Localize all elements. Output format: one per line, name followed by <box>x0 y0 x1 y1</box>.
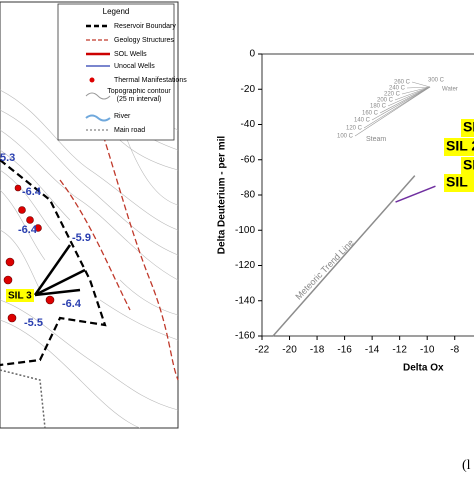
legend-item: SOL Wells <box>114 51 147 58</box>
annotation: Steam <box>366 136 386 143</box>
x-tick-label: -22 <box>255 345 270 356</box>
fan-line <box>371 86 431 121</box>
annotation: 240 C <box>389 86 406 92</box>
x-tick-label: -18 <box>310 345 325 356</box>
y-tick-label: -160 <box>235 331 255 342</box>
x-tick-label: -8 <box>450 345 459 356</box>
x-tick-label: -16 <box>337 345 352 356</box>
annotation: SIL <box>463 119 474 135</box>
y-tick-label: 0 <box>249 49 255 60</box>
legend-item: Topographic contour (25 m interval) <box>107 88 171 103</box>
map-label: -5.9 <box>72 232 91 244</box>
map-label: 5.3 <box>0 152 15 164</box>
x-tick-label: -20 <box>282 345 297 356</box>
y-tick-label: -20 <box>241 84 256 95</box>
reservoir-boundary <box>0 159 107 367</box>
unocal-wells <box>33 244 86 297</box>
annotation: 300 C <box>428 78 445 84</box>
legend-box <box>57 3 175 141</box>
fan-line <box>394 86 431 101</box>
annotation: 140 C <box>354 118 371 124</box>
y-tick-label: -100 <box>235 225 255 236</box>
label-bg <box>461 157 474 175</box>
thermal-manifestations <box>3 184 55 323</box>
fan-line <box>411 81 431 88</box>
y-tick-label: -60 <box>241 154 256 165</box>
label-bg <box>461 119 474 137</box>
legend-item: Unocal Wells <box>114 63 155 70</box>
fan-line <box>401 86 431 95</box>
x-tick-label: -14 <box>365 345 380 356</box>
annotation: 100 C <box>337 134 354 140</box>
panel-label: (l <box>462 458 471 473</box>
annotation: Meteoric Trend Line <box>293 237 355 301</box>
x-tick-label: -10 <box>420 345 435 356</box>
x-axis-title: Delta Ox <box>403 363 444 374</box>
y-tick-label: -120 <box>235 260 255 271</box>
label-bg <box>444 138 474 156</box>
annotation: 180 C <box>370 104 387 110</box>
chart: Delta Deuterium - per mil Delta Ox 0 -20 -… <box>217 49 474 374</box>
legend-item: Main road <box>114 127 145 134</box>
legend-item: Reservoir Boundary <box>114 23 176 30</box>
fan-line <box>379 86 431 114</box>
map-labels: 5.3 -6.4 -6.4 -5.9 SIL 3 -6.4 -5.5 <box>0 152 91 329</box>
label-bg <box>6 289 34 302</box>
annotation: 160 C <box>362 111 379 117</box>
annotation: SIL 1 <box>463 157 474 173</box>
y-tick-label: -40 <box>241 119 256 130</box>
label-bg <box>444 174 474 192</box>
legend-item: Geology Structures <box>114 37 174 44</box>
map-label: -6.4 <box>62 298 82 310</box>
map: 5.3 -6.4 -6.4 -5.9 SIL 3 -6.4 -5.5 Legen… <box>0 1 471 473</box>
legend-item: Thermal Manifestations <box>114 77 187 84</box>
annotation: 220 C <box>384 92 401 98</box>
legend-item: River <box>114 113 131 120</box>
map-label: SIL 3 <box>8 291 32 302</box>
annotation: 200 C <box>377 98 394 104</box>
y-axis-title: Delta Deuterium - per mil <box>217 136 228 255</box>
x-tick-label: -12 <box>392 345 407 356</box>
y-tick-label: -80 <box>241 190 256 201</box>
fan-line <box>387 86 431 107</box>
geology-structure <box>59 179 131 311</box>
legend: Legend Reservoir Boundary Geology Struct… <box>57 3 187 141</box>
annotation: 260 C <box>394 80 411 86</box>
series-line <box>272 175 416 337</box>
legend-title: Legend <box>103 7 130 16</box>
fan-line <box>406 86 431 89</box>
main-road <box>0 369 46 429</box>
annotation: SIL <box>446 174 468 190</box>
map-label: -5.5 <box>24 317 43 329</box>
annotation: 120 C <box>346 126 363 132</box>
map-label: -6.4 <box>18 224 38 236</box>
series-line <box>395 185 436 203</box>
annotation: Water <box>442 87 458 93</box>
geology-structure <box>94 109 179 381</box>
fan-line <box>354 86 431 137</box>
map-label: -6.4 <box>22 186 42 198</box>
y-tick-label: -140 <box>235 295 255 306</box>
annotation: SIL 2 <box>446 138 474 154</box>
